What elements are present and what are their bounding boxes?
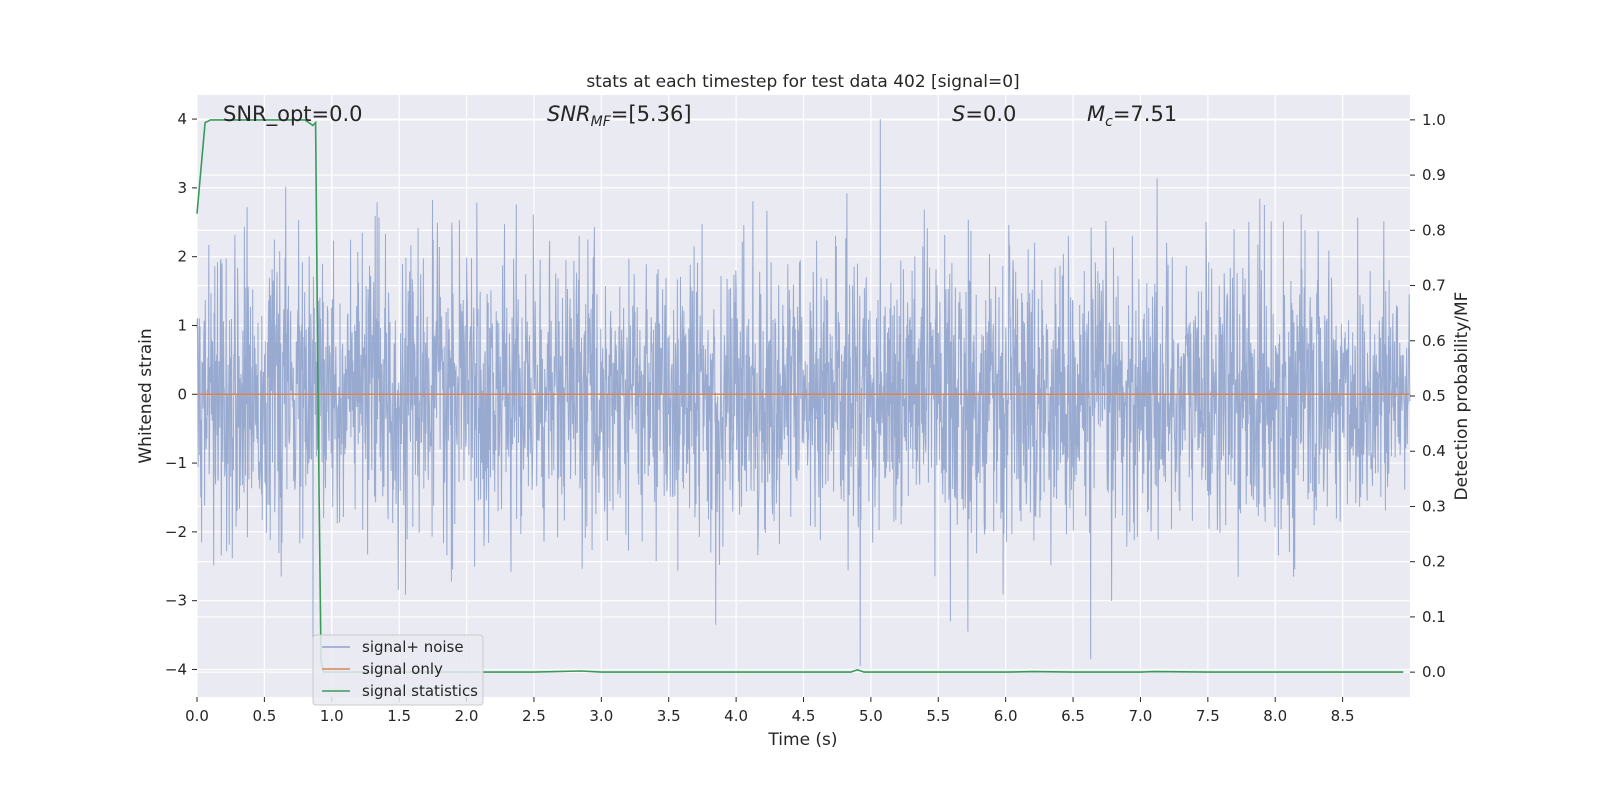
annotation-snr-mf: SNRMF=[5.36]: [547, 102, 692, 130]
chart-title: stats at each timestep for test data 402…: [586, 72, 1019, 92]
x-tick-label-15: 7.5: [1196, 707, 1220, 725]
x-tick-label-1: 0.5: [252, 707, 276, 725]
y2-tick-label-4: 0.6: [1422, 332, 1446, 350]
y2-tick-label-9: 0.1: [1422, 608, 1446, 626]
x-tick-label-14: 7.0: [1129, 707, 1153, 725]
annotation-mc-symbol: M: [1087, 102, 1105, 126]
y-axis-label: Whitened strain: [136, 328, 156, 463]
annotation-snr-mf-value: =[5.36]: [611, 102, 692, 126]
x-tick-label-5: 2.5: [522, 707, 546, 725]
annotation-mc-value: =7.51: [1113, 102, 1177, 126]
legend: signal+ noise signal only signal statist…: [312, 634, 484, 706]
x-tick-label-0: 0.0: [185, 707, 209, 725]
y-tick-label-6: −2: [165, 523, 187, 541]
y2-tick-label-5: 0.5: [1422, 387, 1446, 405]
x-tick-label-6: 3.0: [589, 707, 613, 725]
annotation-snr-mf-symbol: SNR: [547, 102, 591, 126]
series-signal-noise: [196, 119, 1411, 667]
series-signal-statistics: [196, 119, 1404, 673]
x-tick-label-4: 2.0: [455, 707, 479, 725]
y2-tick-label-8: 0.2: [1422, 553, 1446, 571]
y2-tick-label-2: 0.8: [1422, 221, 1446, 239]
y2-tick-label-3: 0.7: [1422, 277, 1446, 295]
annotation-s-value: =0.0: [965, 102, 1016, 126]
annotation-s-symbol: S: [952, 102, 965, 126]
legend-box: [312, 634, 484, 706]
annotation-mc: Mc=7.51: [1087, 102, 1177, 130]
annotation-snr-opt: SNR_opt=0.0: [223, 102, 363, 127]
x-tick-label-7: 3.5: [657, 707, 681, 725]
y-tick-label-8: −4: [165, 660, 187, 678]
x-axis-ticks: 0.0 0.5 1.0 1.5 2.0 2.5 3.0 3.5 4.0 4.5 5.0 5.5 6.0 6…: [185, 697, 1355, 725]
y-tick-label-3: 1: [177, 316, 187, 334]
y-tick-label-5: −1: [165, 454, 187, 472]
x-tick-label-9: 4.5: [792, 707, 816, 725]
line-signal-statistics: [196, 119, 1404, 673]
y-tick-label-0: 4: [177, 110, 187, 128]
x-tick-label-13: 6.5: [1061, 707, 1085, 725]
y2-tick-label-6: 0.4: [1422, 442, 1446, 460]
line-signal-noise: [196, 119, 1411, 667]
y-tick-label-1: 3: [177, 179, 187, 197]
x-tick-label-8: 4.0: [724, 707, 748, 725]
x-tick-label-16: 8.0: [1263, 707, 1287, 725]
annotation-snr-mf-subscript: MF: [591, 114, 612, 130]
y-tick-label-2: 2: [177, 248, 187, 266]
y-tick-label-7: −3: [165, 592, 187, 610]
y2-axis-ticks: 1.0 0.9 0.8 0.7 0.6 0.5 0.4 0.3 0.2 0.1 0.0: [1410, 111, 1446, 681]
y2-tick-label-7: 0.3: [1422, 497, 1446, 515]
legend-label-signal-noise: signal+ noise: [362, 638, 464, 656]
y2-tick-label-0: 1.0: [1422, 111, 1446, 129]
annotation-mc-subscript: c: [1105, 114, 1113, 130]
legend-label-signal-only: signal only: [362, 660, 443, 678]
x-tick-label-10: 5.0: [859, 707, 883, 725]
y2-tick-label-1: 0.9: [1422, 166, 1446, 184]
x-axis-label: Time (s): [767, 730, 837, 750]
x-tick-label-11: 5.5: [926, 707, 950, 725]
y2-axis-label: Detection probability/MF: [1452, 292, 1472, 501]
annotation-s: S=0.0: [952, 102, 1016, 126]
x-tick-label-17: 8.5: [1331, 707, 1355, 725]
y-tick-label-4: 0: [177, 385, 187, 403]
y-axis-ticks: 4 3 2 1 0 −1 −2 −3 −4: [165, 110, 197, 678]
x-tick-label-3: 1.5: [387, 707, 411, 725]
x-tick-label-12: 6.0: [994, 707, 1018, 725]
x-tick-label-2: 1.0: [320, 707, 344, 725]
legend-label-signal-statistics: signal statistics: [362, 682, 478, 700]
y2-tick-label-10: 0.0: [1422, 663, 1446, 681]
